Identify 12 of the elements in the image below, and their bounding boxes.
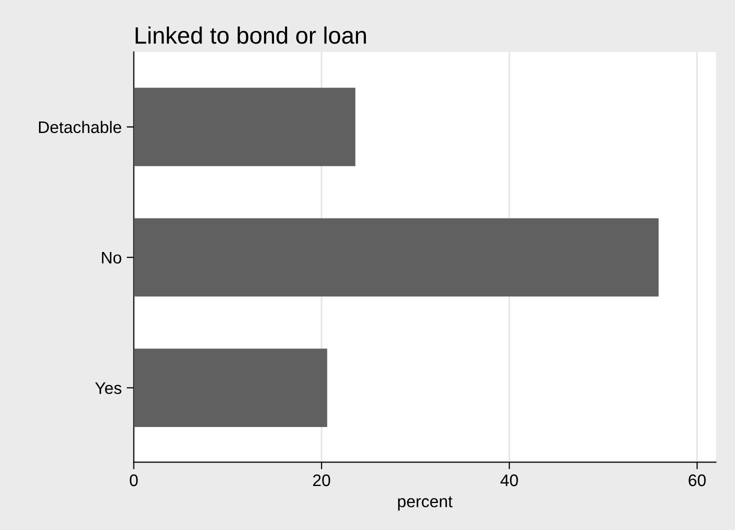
x-tick-label: 60 [688,474,706,486]
x-tick-label: 40 [500,474,518,486]
y-tick-label: Yes [95,382,122,394]
x-axis-title: percent [398,496,453,511]
bar [134,218,659,297]
bar [134,88,356,166]
chart-title: Linked to bond or loan [136,26,366,44]
y-tick-label: No [102,252,122,264]
x-tick-label: 0 [130,474,138,486]
y-tick-label: Detachable [39,120,122,134]
x-tick-label: 20 [313,474,330,486]
bar [134,348,328,427]
